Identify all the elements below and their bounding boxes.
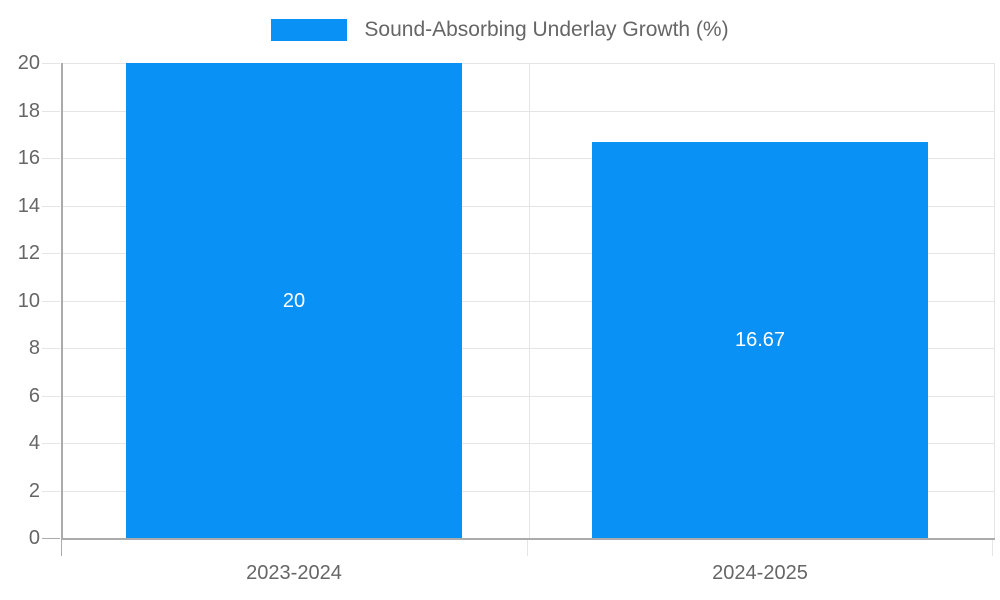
y-tick-mark <box>42 490 60 492</box>
x-tick-label: 2023-2024 <box>246 562 342 584</box>
y-tick-label: 0 <box>28 527 40 549</box>
y-tick-mark <box>42 253 60 254</box>
y-tick-label: 4 <box>28 432 40 454</box>
bar-2023-2024[interactable] <box>126 63 462 538</box>
v-gridline <box>529 63 530 538</box>
plot-area <box>61 63 995 540</box>
x-tick-mark <box>527 540 528 556</box>
y-tick-label: 2 <box>28 479 40 502</box>
y-tick-label: 10 <box>17 289 40 312</box>
y-tick-mark <box>42 300 60 302</box>
y-tick-label: 16 <box>17 147 40 169</box>
y-tick-mark <box>42 348 60 349</box>
x-tick-mark <box>61 540 62 556</box>
y-tick-mark <box>42 63 60 64</box>
y-tick-mark <box>42 538 60 539</box>
x-tick-mark <box>992 540 993 556</box>
x-tick-label: 2024-2025 <box>712 562 808 584</box>
legend-label: Sound-Absorbing Underlay Growth (%) <box>364 18 729 41</box>
y-tick-label: 12 <box>17 242 40 264</box>
y-tick-label: 18 <box>17 99 40 122</box>
y-tick-label: 8 <box>28 337 40 359</box>
legend[interactable]: Sound-Absorbing Underlay Growth (%) <box>0 18 1000 42</box>
v-gridline <box>994 63 995 538</box>
y-tick-mark <box>42 205 60 207</box>
y-tick-mark <box>42 110 60 112</box>
y-tick-mark <box>42 158 60 159</box>
y-tick-mark <box>42 443 60 444</box>
y-tick-mark <box>42 395 60 397</box>
legend-swatch <box>271 19 348 41</box>
y-tick-label: 20 <box>17 52 40 74</box>
y-tick-label: 14 <box>17 194 40 217</box>
y-tick-label: 6 <box>28 384 40 407</box>
bar-2024-2025[interactable] <box>592 142 928 538</box>
